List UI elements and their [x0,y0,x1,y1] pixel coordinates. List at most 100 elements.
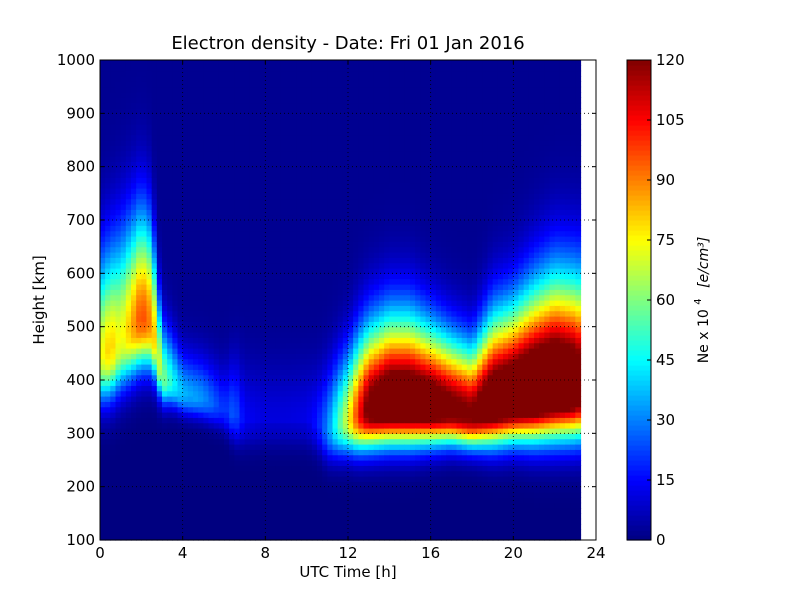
heatmap-cell [301,428,308,434]
heatmap-cell [156,60,163,66]
heatmap-cell [301,220,308,226]
heatmap-cell [172,284,179,290]
heatmap-cell [193,316,199,322]
heatmap-cell [265,204,272,210]
heatmap-cell [332,166,339,173]
heatmap-cell [384,513,390,520]
heatmap-cell [100,60,106,66]
heatmap-cell [291,230,297,237]
heatmap-cell [100,513,106,520]
heatmap-cell [275,246,282,253]
heatmap-cell [172,198,179,205]
heatmap-cell [146,113,153,120]
heatmap-cell [317,294,323,301]
heatmap-cell [337,257,344,264]
heatmap-cell [115,257,122,264]
heatmap-cell [229,188,235,194]
heatmap-cell [151,113,158,120]
heatmap-cell [224,326,230,333]
heatmap-cell [177,460,184,466]
heatmap-cell [260,145,266,152]
heatmap-cell [131,236,137,242]
heatmap-cell [358,230,365,237]
heatmap-cell [172,497,179,504]
heatmap-cell [270,118,277,125]
heatmap-cell [141,380,148,386]
heatmap-cell [213,428,220,434]
heatmap-cell [379,86,385,93]
heatmap-cell [348,220,354,226]
heatmap-cell [203,118,210,125]
heatmap-cell [286,406,292,413]
heatmap-cell [193,252,199,258]
heatmap-cell [244,278,251,285]
heatmap-cell [244,150,251,157]
heatmap-cell [167,534,173,541]
heatmap-cell [156,332,163,338]
heatmap-cell [363,364,370,370]
heatmap-cell [244,86,251,93]
heatmap-cell [280,113,287,120]
heatmap-cell [136,470,142,477]
heatmap-cell [136,268,142,274]
heatmap-cell [337,364,344,370]
heatmap-cell [182,268,189,274]
heatmap-cell [280,412,287,418]
heatmap-cell [234,188,241,194]
heatmap-cell [275,220,282,226]
heatmap-cell [172,337,179,344]
heatmap-cell [110,209,117,216]
heatmap-cell [100,145,106,152]
heatmap-cell [342,150,349,157]
heatmap-cell [296,252,303,258]
heatmap-cell [125,97,132,104]
heatmap-cell [213,262,220,269]
heatmap-cell [203,193,210,200]
heatmap-cell [187,188,194,194]
heatmap-cell [332,417,339,424]
heatmap-cell [167,289,173,296]
heatmap-cell [291,342,297,349]
heatmap-cell [317,198,323,205]
heatmap-cell [198,524,204,530]
heatmap-cell [125,134,132,141]
heatmap-cell [286,268,292,274]
heatmap-cell [296,198,303,205]
heatmap-cell [265,108,272,114]
heatmap-cell [146,444,153,450]
heatmap-cell [244,332,251,338]
heatmap-cell [193,390,199,397]
heatmap-cell [156,246,163,253]
heatmap-cell [348,172,354,178]
heatmap-cell [136,524,142,530]
heatmap-cell [187,177,194,184]
heatmap-cell [373,214,380,221]
heatmap-cell [363,417,370,424]
heatmap-cell [198,150,204,157]
heatmap-cell [317,289,323,296]
heatmap-cell [229,353,235,360]
heatmap-cell [187,65,194,72]
heatmap-cell [198,81,204,88]
heatmap-cell [353,241,359,248]
heatmap-cell [151,289,158,296]
heatmap-cell [198,182,204,189]
heatmap-cell [198,108,204,114]
heatmap-cell [348,316,354,322]
heatmap-cell [291,513,297,520]
heatmap-cell [244,369,251,376]
heatmap-cell [115,300,122,306]
heatmap-cell [291,108,297,114]
heatmap-cell [182,60,189,66]
heatmap-cell [177,332,184,338]
heatmap-cell [327,294,334,301]
heatmap-cell [291,278,297,285]
heatmap-cell [203,268,210,274]
heatmap-cell [146,86,153,93]
heatmap-cell [229,252,235,258]
heatmap-cell [146,60,153,66]
heatmap-cell [105,182,111,189]
heatmap-cell [373,433,380,440]
heatmap-cell [198,513,204,520]
heatmap-cell [353,524,359,530]
